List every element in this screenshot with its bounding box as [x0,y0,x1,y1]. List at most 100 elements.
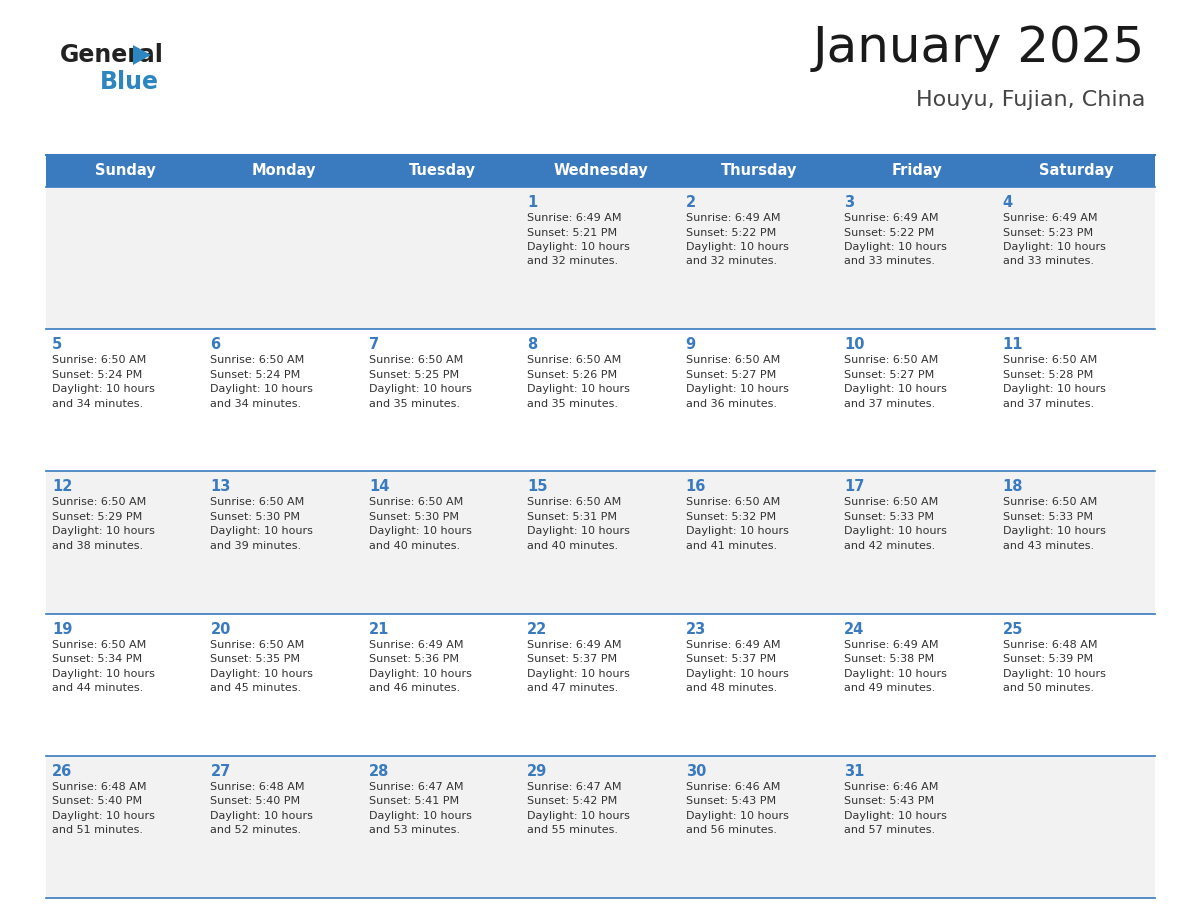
Text: and 55 minutes.: and 55 minutes. [527,825,618,835]
Text: 28: 28 [368,764,390,778]
Text: Sunset: 5:42 PM: Sunset: 5:42 PM [527,796,618,806]
Text: Sunrise: 6:48 AM: Sunrise: 6:48 AM [52,782,146,792]
Text: Sunset: 5:21 PM: Sunset: 5:21 PM [527,228,618,238]
Text: and 42 minutes.: and 42 minutes. [845,541,935,551]
Text: Sunrise: 6:49 AM: Sunrise: 6:49 AM [685,213,781,223]
Text: and 34 minutes.: and 34 minutes. [210,398,302,409]
Text: Monday: Monday [252,163,316,178]
Text: and 33 minutes.: and 33 minutes. [845,256,935,266]
Text: 1: 1 [527,195,537,210]
Text: Sunrise: 6:49 AM: Sunrise: 6:49 AM [527,213,621,223]
Text: and 35 minutes.: and 35 minutes. [368,398,460,409]
Text: and 37 minutes.: and 37 minutes. [1003,398,1094,409]
Text: and 41 minutes.: and 41 minutes. [685,541,777,551]
Text: Sunrise: 6:50 AM: Sunrise: 6:50 AM [685,355,781,365]
Text: Sunset: 5:32 PM: Sunset: 5:32 PM [685,512,776,522]
Text: Sunrise: 6:46 AM: Sunrise: 6:46 AM [685,782,781,792]
Text: Sunset: 5:36 PM: Sunset: 5:36 PM [368,655,459,664]
Text: Sunrise: 6:50 AM: Sunrise: 6:50 AM [52,640,146,650]
Text: 26: 26 [52,764,72,778]
Text: Daylight: 10 hours: Daylight: 10 hours [210,385,314,394]
Text: Daylight: 10 hours: Daylight: 10 hours [1003,385,1106,394]
Text: Sunrise: 6:50 AM: Sunrise: 6:50 AM [52,355,146,365]
Text: Sunset: 5:22 PM: Sunset: 5:22 PM [845,228,935,238]
Text: Daylight: 10 hours: Daylight: 10 hours [685,526,789,536]
Text: Sunset: 5:39 PM: Sunset: 5:39 PM [1003,655,1093,664]
Text: Daylight: 10 hours: Daylight: 10 hours [368,668,472,678]
Text: Daylight: 10 hours: Daylight: 10 hours [685,811,789,821]
Text: Sunset: 5:31 PM: Sunset: 5:31 PM [527,512,618,522]
Text: 16: 16 [685,479,706,495]
Text: 20: 20 [210,621,230,636]
Text: Sunrise: 6:50 AM: Sunrise: 6:50 AM [527,498,621,508]
Text: Sunrise: 6:48 AM: Sunrise: 6:48 AM [1003,640,1097,650]
Text: Daylight: 10 hours: Daylight: 10 hours [845,668,947,678]
Text: Daylight: 10 hours: Daylight: 10 hours [527,811,630,821]
Text: 14: 14 [368,479,390,495]
Text: Sunset: 5:35 PM: Sunset: 5:35 PM [210,655,301,664]
Text: Daylight: 10 hours: Daylight: 10 hours [1003,668,1106,678]
Text: Sunset: 5:23 PM: Sunset: 5:23 PM [1003,228,1093,238]
Text: Daylight: 10 hours: Daylight: 10 hours [52,526,154,536]
Text: Daylight: 10 hours: Daylight: 10 hours [527,668,630,678]
Text: Sunrise: 6:50 AM: Sunrise: 6:50 AM [1003,355,1097,365]
Text: and 32 minutes.: and 32 minutes. [527,256,619,266]
Text: 24: 24 [845,621,865,636]
Text: Daylight: 10 hours: Daylight: 10 hours [845,242,947,252]
Text: Sunset: 5:30 PM: Sunset: 5:30 PM [210,512,301,522]
Text: Daylight: 10 hours: Daylight: 10 hours [845,385,947,394]
Text: 13: 13 [210,479,230,495]
Text: and 40 minutes.: and 40 minutes. [527,541,619,551]
Text: 9: 9 [685,337,696,353]
Text: Sunset: 5:41 PM: Sunset: 5:41 PM [368,796,459,806]
Text: Sunset: 5:37 PM: Sunset: 5:37 PM [527,655,618,664]
Text: and 50 minutes.: and 50 minutes. [1003,683,1094,693]
Text: Daylight: 10 hours: Daylight: 10 hours [52,811,154,821]
Text: Sunday: Sunday [95,163,156,178]
Text: Sunset: 5:37 PM: Sunset: 5:37 PM [685,655,776,664]
Text: Daylight: 10 hours: Daylight: 10 hours [210,811,314,821]
Text: Sunset: 5:24 PM: Sunset: 5:24 PM [52,370,143,380]
Text: 7: 7 [368,337,379,353]
Text: Daylight: 10 hours: Daylight: 10 hours [685,385,789,394]
Text: Sunrise: 6:50 AM: Sunrise: 6:50 AM [527,355,621,365]
Bar [46,187,1155,330]
Text: Sunset: 5:40 PM: Sunset: 5:40 PM [52,796,143,806]
Text: Wednesday: Wednesday [554,163,647,178]
Text: General: General [61,43,164,67]
Text: Tuesday: Tuesday [409,163,475,178]
Text: 5: 5 [52,337,62,353]
Text: Sunset: 5:43 PM: Sunset: 5:43 PM [685,796,776,806]
Text: Sunset: 5:27 PM: Sunset: 5:27 PM [685,370,776,380]
Text: Daylight: 10 hours: Daylight: 10 hours [845,526,947,536]
Text: Sunrise: 6:49 AM: Sunrise: 6:49 AM [368,640,463,650]
Text: 17: 17 [845,479,865,495]
Text: Sunset: 5:38 PM: Sunset: 5:38 PM [845,655,934,664]
Text: 31: 31 [845,764,865,778]
Text: and 46 minutes.: and 46 minutes. [368,683,460,693]
Text: 4: 4 [1003,195,1012,210]
Text: and 57 minutes.: and 57 minutes. [845,825,935,835]
Bar [46,472,1155,613]
Text: Daylight: 10 hours: Daylight: 10 hours [1003,242,1106,252]
Text: Sunrise: 6:48 AM: Sunrise: 6:48 AM [210,782,305,792]
Text: Daylight: 10 hours: Daylight: 10 hours [210,668,314,678]
Text: Sunrise: 6:50 AM: Sunrise: 6:50 AM [845,498,939,508]
Text: Sunset: 5:22 PM: Sunset: 5:22 PM [685,228,776,238]
Text: Daylight: 10 hours: Daylight: 10 hours [368,811,472,821]
Text: Sunrise: 6:50 AM: Sunrise: 6:50 AM [368,498,463,508]
Text: Daylight: 10 hours: Daylight: 10 hours [685,242,789,252]
Text: Daylight: 10 hours: Daylight: 10 hours [527,242,630,252]
Text: Sunrise: 6:50 AM: Sunrise: 6:50 AM [845,355,939,365]
Text: and 40 minutes.: and 40 minutes. [368,541,460,551]
Text: 18: 18 [1003,479,1023,495]
Bar [46,756,1155,898]
Text: and 48 minutes.: and 48 minutes. [685,683,777,693]
Text: and 35 minutes.: and 35 minutes. [527,398,618,409]
Text: Daylight: 10 hours: Daylight: 10 hours [527,526,630,536]
Text: 11: 11 [1003,337,1023,353]
Text: Saturday: Saturday [1038,163,1113,178]
Text: Daylight: 10 hours: Daylight: 10 hours [368,526,472,536]
Text: and 33 minutes.: and 33 minutes. [1003,256,1094,266]
Text: Thursday: Thursday [721,163,797,178]
